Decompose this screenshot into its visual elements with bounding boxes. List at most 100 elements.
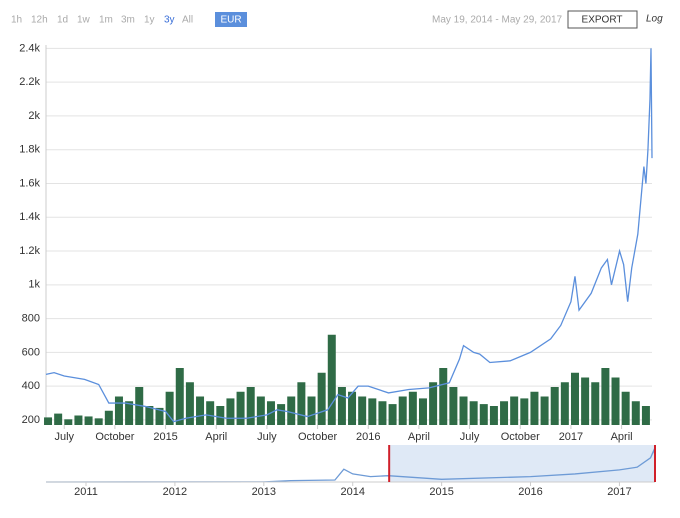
volume-bar bbox=[510, 396, 519, 425]
x-tick-label: 2012 bbox=[163, 486, 187, 498]
volume-bar bbox=[540, 396, 549, 425]
volume-bar bbox=[256, 396, 265, 425]
date-range: May 19, 2014 - May 29, 2017 bbox=[432, 15, 563, 26]
x-tick-label: 2016 bbox=[518, 486, 542, 498]
volume-bar bbox=[226, 398, 235, 425]
log-toggle[interactable]: Log bbox=[646, 14, 663, 25]
volume-bar bbox=[560, 382, 569, 425]
currency-button[interactable]: EUR bbox=[220, 15, 241, 26]
volume-bar bbox=[601, 368, 610, 425]
volume-bar bbox=[145, 406, 154, 425]
volume-bar bbox=[520, 398, 529, 425]
volume-bar bbox=[378, 401, 387, 425]
volume-bar bbox=[398, 396, 407, 425]
volume-bar bbox=[74, 415, 83, 425]
volume-bar bbox=[185, 382, 194, 425]
x-tick-label: 2013 bbox=[252, 486, 276, 498]
y-tick-label: 2k bbox=[28, 110, 40, 122]
y-tick-label: 2.2k bbox=[19, 76, 40, 88]
x-tick-label: July bbox=[257, 431, 277, 443]
y-tick-label: 1.6k bbox=[19, 177, 40, 189]
volume-bar bbox=[317, 372, 326, 425]
export-button[interactable]: EXPORT bbox=[582, 15, 623, 26]
price-line bbox=[45, 447, 656, 483]
x-tick-label: April bbox=[611, 431, 633, 443]
volume-bar bbox=[348, 391, 357, 425]
volume-bar bbox=[621, 391, 630, 425]
volume-bar bbox=[175, 368, 184, 425]
volume-bar bbox=[469, 401, 478, 425]
volume-bar bbox=[307, 396, 316, 425]
x-tick-label: July bbox=[54, 431, 74, 443]
x-tick-label: 2015 bbox=[429, 486, 453, 498]
volume-bar bbox=[500, 401, 509, 425]
volume-bar bbox=[570, 372, 579, 425]
y-tick-label: 600 bbox=[22, 346, 40, 358]
volume-bar bbox=[388, 404, 397, 425]
volume-bar bbox=[479, 404, 488, 425]
volume-bar bbox=[54, 413, 63, 425]
volume-bar bbox=[104, 410, 113, 425]
volume-bar bbox=[429, 382, 438, 425]
range-button[interactable]: 1d bbox=[57, 15, 68, 26]
volume-bar bbox=[327, 334, 336, 425]
range-button[interactable]: 3y bbox=[164, 15, 175, 26]
volume-bar bbox=[125, 401, 134, 425]
volume-bar bbox=[611, 377, 620, 425]
y-tick-label: 200 bbox=[22, 414, 40, 426]
x-tick-label: April bbox=[408, 431, 430, 443]
export-box[interactable] bbox=[567, 10, 638, 29]
volume-bar bbox=[236, 391, 245, 425]
y-tick-label: 1.4k bbox=[19, 211, 40, 223]
y-tick-label: 2.4k bbox=[19, 42, 40, 54]
volume-bar bbox=[459, 396, 468, 425]
volume-bar bbox=[287, 396, 296, 425]
volume-bar bbox=[64, 419, 73, 425]
x-tick-label: July bbox=[460, 431, 480, 443]
y-tick-label: 1.8k bbox=[19, 144, 40, 156]
range-button[interactable]: 3m bbox=[121, 15, 135, 26]
volume-bar bbox=[297, 382, 306, 425]
volume-bar bbox=[631, 401, 640, 425]
volume-bar bbox=[581, 377, 590, 425]
range-button[interactable]: 1m bbox=[99, 15, 113, 26]
range-button[interactable]: 1h bbox=[11, 15, 22, 26]
range-button[interactable]: All bbox=[182, 15, 193, 26]
volume-bar bbox=[530, 391, 539, 425]
volume-bar bbox=[449, 387, 458, 425]
volume-bar bbox=[439, 368, 448, 425]
x-tick-label: October bbox=[298, 431, 337, 443]
volume-bar bbox=[114, 396, 123, 425]
volume-bar bbox=[94, 418, 103, 425]
volume-bar bbox=[337, 387, 346, 425]
volume-bar bbox=[44, 417, 53, 425]
volume-bar bbox=[550, 387, 559, 425]
volume-bar bbox=[641, 406, 650, 425]
range-button[interactable]: 12h bbox=[31, 15, 48, 26]
x-tick-label: 2017 bbox=[559, 431, 583, 443]
x-tick-label: October bbox=[501, 431, 540, 443]
volume-bar bbox=[155, 407, 164, 425]
x-tick-label: 2015 bbox=[153, 431, 177, 443]
volume-bar bbox=[165, 391, 174, 425]
range-button[interactable]: 1y bbox=[144, 15, 155, 26]
volume-bar bbox=[277, 404, 286, 425]
x-tick-label: 2016 bbox=[356, 431, 380, 443]
volume-bar bbox=[489, 406, 498, 425]
volume-bar bbox=[418, 398, 427, 425]
y-tick-label: 400 bbox=[22, 380, 40, 392]
currency-button-bg[interactable] bbox=[215, 12, 247, 27]
selection-area bbox=[389, 445, 655, 482]
volume-bar bbox=[84, 416, 93, 425]
y-tick-label: 1.2k bbox=[19, 245, 40, 257]
y-tick-label: 800 bbox=[22, 313, 40, 325]
range-button[interactable]: 1w bbox=[77, 15, 91, 26]
x-tick-label: 2014 bbox=[340, 486, 364, 498]
volume-bar bbox=[368, 398, 377, 425]
volume-bar bbox=[246, 387, 255, 425]
volume-bar bbox=[591, 382, 600, 425]
x-tick-label: April bbox=[205, 431, 227, 443]
price-line bbox=[45, 48, 653, 423]
volume-bar bbox=[206, 401, 215, 425]
